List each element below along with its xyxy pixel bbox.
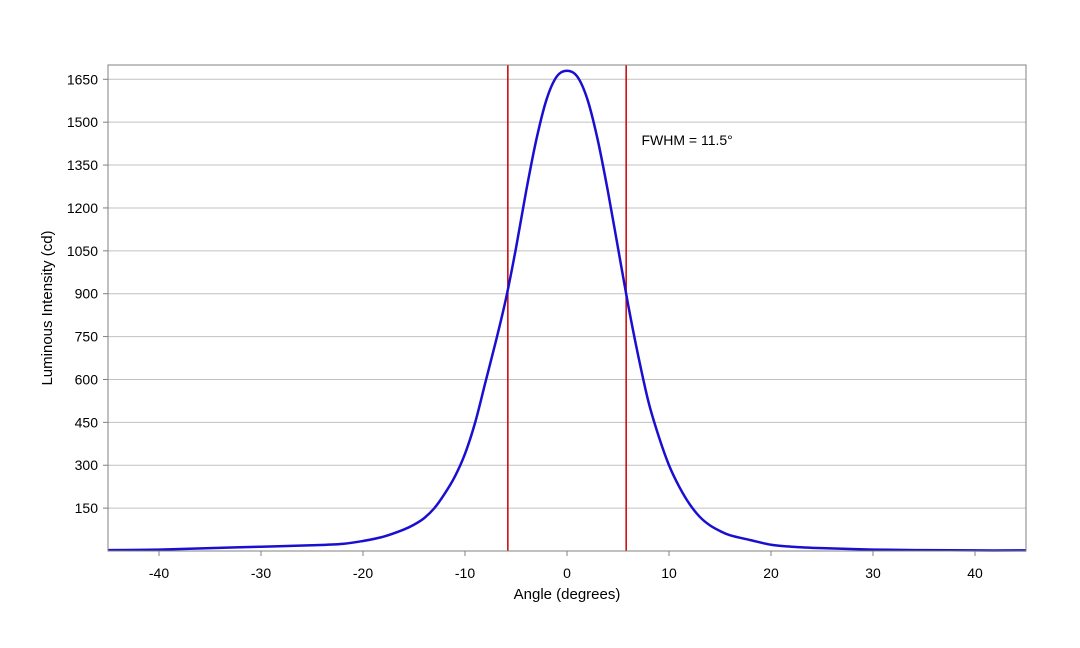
intensity-curve	[107, 69, 1027, 552]
x-tick-label: -40	[149, 565, 169, 581]
y-tick-label: 1050	[67, 243, 98, 259]
y-tick-label: 300	[75, 457, 99, 473]
x-tick-label: 10	[661, 565, 677, 581]
y-tick-label: 750	[75, 329, 99, 345]
x-tick-label: 20	[763, 565, 779, 581]
x-tick-label: 30	[865, 565, 881, 581]
y-tick-label: 1500	[67, 114, 98, 130]
y-tick-label: 600	[75, 371, 99, 387]
series-layer	[107, 69, 1027, 552]
x-tick-label: 40	[967, 565, 983, 581]
x-axis-title: Angle (degrees)	[514, 586, 621, 603]
x-tick-label: 0	[563, 565, 571, 581]
annotations: FWHM = 11.5°	[641, 132, 732, 148]
y-axis-ticks: 150 300 450 600 750 900 1050 1200 1350 1500 1650	[67, 71, 108, 516]
y-tick-label: 150	[75, 500, 99, 516]
x-axis-ticks: -40 -30 -20 -10 0 10 20 30 40	[149, 551, 983, 581]
x-tick-label: -20	[353, 565, 373, 581]
y-tick-label: 1350	[67, 157, 98, 173]
y-tick-label: 1200	[67, 200, 98, 216]
plot-frame	[107, 64, 1027, 552]
fwhm-annotation: FWHM = 11.5°	[641, 132, 732, 148]
gridlines	[108, 78, 1026, 509]
y-tick-label: 900	[75, 286, 99, 302]
y-tick-label: 450	[75, 414, 99, 430]
y-axis-title: Luminous Intensity (cd)	[39, 230, 56, 385]
x-tick-label: -10	[455, 565, 475, 581]
x-tick-label: -30	[251, 565, 271, 581]
y-tick-label: 1650	[67, 71, 98, 87]
fwhm-marker-lines	[507, 65, 627, 551]
